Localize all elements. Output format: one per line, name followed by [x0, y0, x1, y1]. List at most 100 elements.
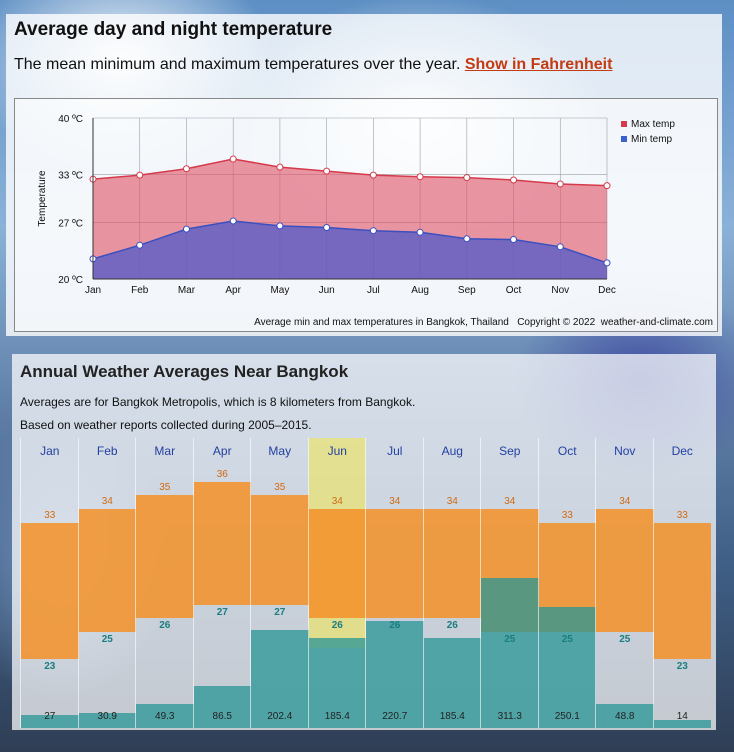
show-fahrenheit-link[interactable]: Show in Fahrenheit: [464, 56, 613, 73]
x-tick-label: Oct: [506, 285, 522, 296]
temperature-range-bar: [596, 509, 654, 632]
low-temp-label: 27: [216, 606, 228, 618]
x-tick-label: Apr: [225, 285, 241, 296]
month-label: Nov: [614, 444, 636, 458]
y-tick-label: 33 ºC: [58, 170, 83, 181]
rainfall-bar: [21, 714, 79, 728]
min-temp-point: [136, 241, 144, 249]
temperature-range-bar: [653, 522, 711, 660]
low-temp-label: 27: [274, 606, 286, 618]
temperature-range-bar: [21, 522, 79, 660]
rainfall-bar: [481, 577, 539, 728]
temperature-range-bar: [251, 495, 309, 605]
max-temp-point: [323, 167, 331, 175]
month-column: May 35 27 202.4: [250, 438, 309, 728]
rainfall-bar: [251, 630, 309, 728]
monthly-averages-grid: Jan 33 23 27 Feb 34 25 30.9 Mar 35 26 49.3 Apr 36 27 86…: [20, 438, 711, 728]
month-column: Dec 33 23 14: [652, 438, 711, 728]
min-temp-point: [182, 225, 190, 233]
max-temp-point: [229, 155, 237, 163]
min-temp-point: [463, 235, 471, 243]
low-temp-label: 25: [101, 634, 113, 645]
rainfall-label: 202.4: [267, 711, 293, 722]
low-temp-label: 25: [619, 634, 631, 645]
temperature-range-bar: [366, 509, 424, 619]
temperature-range-bar: [308, 509, 366, 619]
rainfall-label: 250.1: [554, 711, 580, 722]
high-temp-label: 34: [504, 496, 516, 507]
rainfall-bar: [423, 638, 481, 728]
averages-location-note: Averages are for Bangkok Metropolis, whi…: [20, 395, 416, 409]
rainfall-bar: [538, 607, 596, 728]
y-tick-label: 27 ºC: [58, 219, 83, 230]
x-tick-label: Aug: [411, 285, 429, 296]
rainfall-label: 185.4: [324, 711, 350, 722]
min-temp-point: [229, 217, 237, 225]
temperature-panel: Average day and night temperature The me…: [6, 14, 722, 336]
legend-label: Min temp: [631, 134, 673, 145]
max-temp-line: [92, 158, 608, 187]
rainfall-label: 311.3: [497, 711, 522, 722]
max-temp-point: [510, 176, 518, 184]
min-temp-point: [603, 259, 611, 267]
month-label: Jan: [40, 444, 60, 458]
min-temp-area: [93, 221, 607, 279]
max-temp-point: [182, 165, 190, 173]
max-temp-point: [136, 171, 144, 179]
rainfall-bar: [366, 621, 424, 728]
max-temp-point: [416, 173, 424, 181]
month-column: Feb 34 25 30.9: [77, 438, 136, 728]
month-column: Sep 34 25 311.3: [480, 438, 539, 728]
low-temp-label: 23: [44, 661, 56, 673]
month-label: Sep: [499, 444, 521, 458]
month-column: Jan 33 23 27: [20, 438, 79, 728]
low-temp-label: 26: [159, 620, 171, 632]
low-temp-label: 26: [446, 620, 458, 632]
rainfall-label: 49.3: [155, 711, 175, 722]
y-axis-label: Temperature: [37, 170, 48, 227]
max-temp-point: [276, 163, 284, 171]
x-tick-label: May: [270, 285, 289, 296]
month-column: Nov 34 25 48.8: [595, 438, 654, 728]
low-temp-label: 25: [504, 634, 516, 645]
high-temp-label: 34: [389, 496, 401, 507]
max-temp-point: [369, 171, 377, 179]
min-temp-point: [369, 227, 377, 235]
subtitle-text: The mean minimum and maximum temperature…: [14, 56, 461, 73]
high-temp-label: 35: [159, 482, 171, 494]
x-tick-label: Mar: [178, 285, 196, 296]
low-temp-label: 26: [331, 620, 343, 632]
averages-title: Annual Weather Averages Near Bangkok: [20, 362, 349, 381]
month-column: Mar 35 26 49.3: [135, 438, 194, 728]
month-label: Mar: [154, 444, 176, 458]
month-column: Jul 34 26 220.7: [365, 438, 424, 728]
low-temp-label: 23: [676, 661, 688, 673]
rainfall-bar: [653, 720, 711, 728]
min-temp-point: [510, 236, 518, 244]
month-column: Apr 36 27 86.5: [192, 438, 251, 728]
high-temp-label: 34: [101, 496, 113, 507]
y-tick-label: 20 ºC: [58, 275, 83, 286]
high-temp-label: 33: [676, 509, 688, 521]
x-tick-label: Sep: [458, 285, 476, 296]
month-label: Aug: [441, 444, 463, 458]
averages-period-note: Based on weather reports collected durin…: [20, 418, 312, 432]
legend-swatch: [621, 136, 627, 142]
month-label: Dec: [671, 444, 693, 458]
y-tick-label: 40 ºC: [58, 114, 83, 125]
min-temp-line: [92, 220, 608, 264]
rainfall-label: 14: [676, 711, 688, 722]
min-temp-point: [556, 243, 564, 251]
month-label: Apr: [212, 444, 232, 458]
temperature-chart: 20 ºC 27 ºC 33 ºC 40 ºC Jan Feb Mar Apr May Jun Ju…: [14, 98, 718, 332]
x-tick-label: Jun: [319, 285, 335, 296]
month-column: Oct 33 25 250.1: [537, 438, 596, 728]
min-temp-point: [323, 223, 331, 231]
rainfall-label: 185.4: [439, 711, 465, 722]
max-temp-point: [463, 174, 471, 182]
rainfall-label: 27: [44, 711, 56, 722]
x-tick-label: Feb: [131, 285, 149, 296]
temperature-range-bar: [78, 509, 136, 632]
low-temp-label: 26: [389, 620, 401, 632]
temperature-range-bar: [136, 495, 194, 619]
